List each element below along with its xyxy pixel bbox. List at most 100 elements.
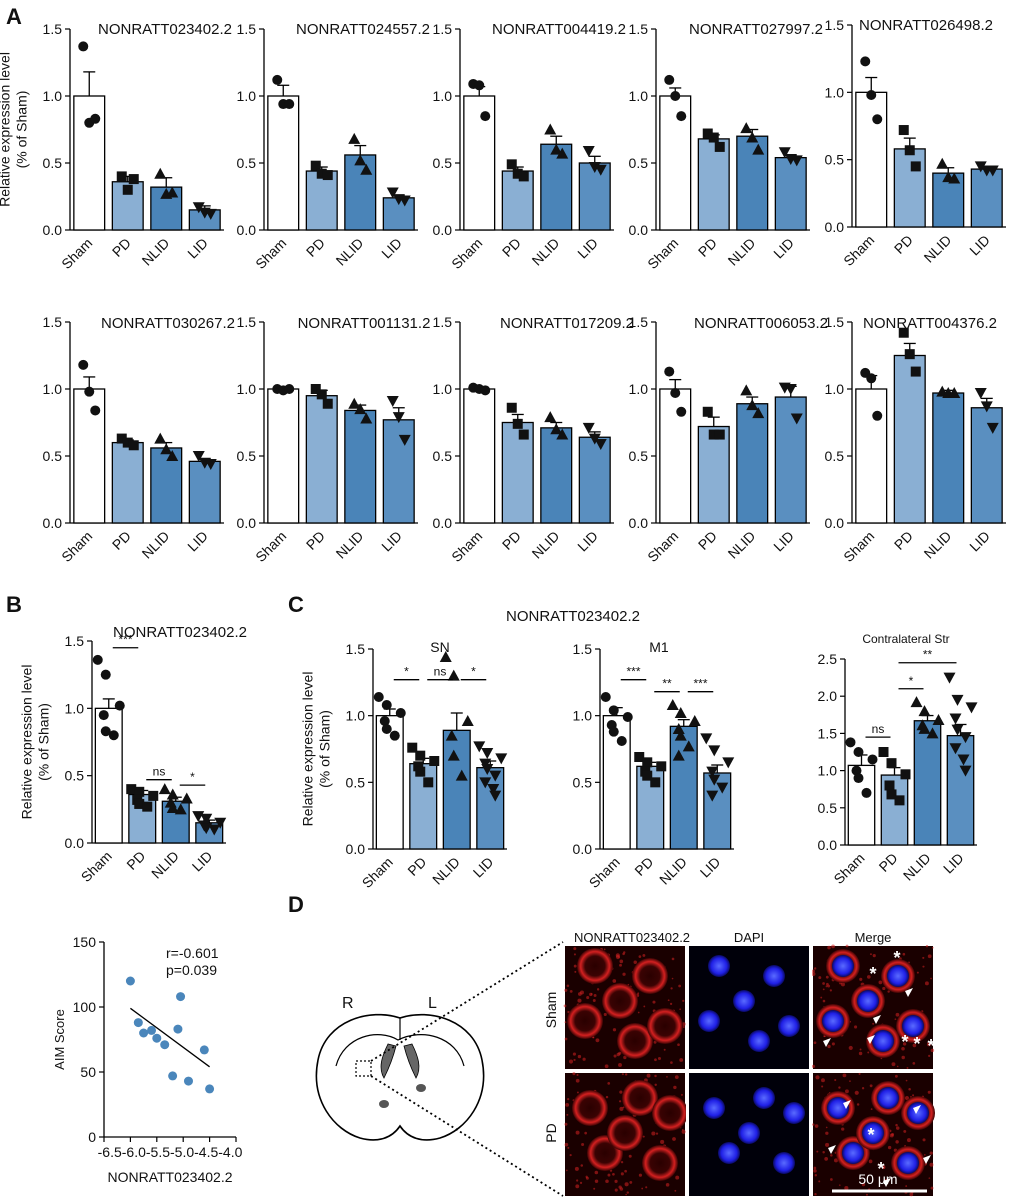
data-point-square xyxy=(413,761,424,772)
bar-nlid xyxy=(913,720,942,846)
data-point-triangle xyxy=(926,727,939,739)
chart-a7: 0.0 0.5 1.0 1.5 NONRATT001131.2 Sham PD NLID LID xyxy=(237,314,431,565)
data-point-square xyxy=(708,429,719,440)
red-speckle xyxy=(678,984,681,988)
nucleus xyxy=(872,1030,894,1052)
panel-c-title: NONRATT023402.2 xyxy=(506,608,640,625)
data-point-triangle-down xyxy=(481,764,494,775)
data-point-circle xyxy=(676,406,687,417)
bar-pd xyxy=(893,148,926,228)
red-speckle xyxy=(666,1075,668,1078)
data-point-circle xyxy=(389,730,400,741)
nucleus xyxy=(907,1102,929,1124)
red-speckle xyxy=(895,1123,898,1127)
red-speckle xyxy=(565,1102,570,1107)
bar-sham xyxy=(267,388,300,524)
y-tick-label: 2.5 xyxy=(818,651,838,667)
red-speckle xyxy=(567,1097,570,1101)
data-point-circle xyxy=(90,405,101,416)
scatter-point xyxy=(147,1025,157,1035)
y-tick-label: 0.0 xyxy=(65,835,85,851)
red-speckle xyxy=(564,1021,567,1024)
nucleus xyxy=(877,1087,899,1109)
red-speckle xyxy=(870,1108,873,1110)
data-point-circle xyxy=(90,113,101,124)
red-speckle xyxy=(916,971,919,974)
data-point-triangle xyxy=(752,143,765,155)
data-point-circle xyxy=(866,373,877,384)
y-tick-label: 0.5 xyxy=(433,155,453,171)
data-point-triangle xyxy=(461,715,474,726)
red-speckle xyxy=(821,1085,824,1088)
red-speckle xyxy=(593,993,597,997)
data-point-triangle-down xyxy=(706,766,719,778)
data-point-triangle-down xyxy=(489,770,502,782)
data-point-square xyxy=(423,777,434,788)
red-speckle xyxy=(566,984,570,988)
red-speckle xyxy=(651,1131,656,1136)
regression-line xyxy=(130,1007,210,1068)
data-point-triangle-down xyxy=(778,147,791,159)
y-tick-label: 1.0 xyxy=(433,88,453,104)
data-point-triangle xyxy=(752,407,765,419)
red-speckle xyxy=(564,1122,568,1126)
x-tick-label: PD xyxy=(891,232,916,257)
data-point-circle xyxy=(853,747,864,757)
data-point-square xyxy=(518,429,529,440)
red-speckle xyxy=(619,1106,624,1111)
red-speckle xyxy=(865,1193,868,1196)
red-speckle xyxy=(603,1012,607,1016)
red-speckle xyxy=(622,952,625,956)
red-speckle xyxy=(674,1189,677,1192)
col-header-nonratt: NONRATT023402.2 xyxy=(574,930,690,945)
y-tick-label: 0.5 xyxy=(629,448,649,464)
significance-label: * xyxy=(190,770,195,784)
significance-label: ** xyxy=(923,648,933,662)
data-point-circle xyxy=(114,700,125,711)
data-point-circle xyxy=(853,773,864,784)
data-point-square xyxy=(415,750,426,761)
red-cell xyxy=(607,1115,643,1151)
data-point-triangle-down xyxy=(214,817,227,829)
red-speckle xyxy=(833,1158,838,1163)
data-point-triangle xyxy=(918,722,931,734)
red-speckle xyxy=(922,965,925,968)
data-point-square xyxy=(122,437,133,448)
significance-label: * xyxy=(471,665,476,679)
chart-c3: 0.0 0.5 1.0 1.5 2.0 2.5 Contralateral Str Sham P… xyxy=(818,632,978,887)
data-point-square xyxy=(910,161,921,172)
data-point-triangle-down xyxy=(700,733,713,745)
data-point-triangle xyxy=(154,432,167,444)
red-speckle xyxy=(623,1055,627,1060)
data-point-circle xyxy=(872,410,883,421)
red-speckle xyxy=(825,1142,830,1147)
chart-a4: 0.0 0.5 1.0 1.5 NONRATT027997.2 Sham PD NLID LID xyxy=(629,21,823,272)
chart-title: NONRATT023402.2 xyxy=(113,624,247,641)
chart-a1: 0.0 0.5 1.0 1.5 NONRATT023402.2 Relative expr… xyxy=(0,21,232,272)
data-point-triangle-down xyxy=(959,765,972,777)
data-point-square xyxy=(116,171,127,182)
x-axis-label: NONRATT023402.2 xyxy=(107,1169,232,1185)
red-speckle xyxy=(844,1186,849,1191)
red-speckle xyxy=(926,1042,931,1047)
data-point-circle xyxy=(272,74,283,85)
red-speckle xyxy=(813,1169,817,1173)
red-speckle xyxy=(573,953,576,956)
red-speckle xyxy=(679,1058,684,1062)
y-tick-label: 1.5 xyxy=(573,641,593,657)
y-tick-label: 1.5 xyxy=(237,314,257,330)
red-speckle xyxy=(909,1192,914,1197)
data-point-square xyxy=(650,777,661,788)
data-point-triangle xyxy=(682,740,695,752)
red-cell xyxy=(567,1003,603,1039)
red-speckle xyxy=(674,1075,679,1080)
data-point-square xyxy=(910,366,921,377)
bar-nlid xyxy=(344,409,377,524)
bar-nlid xyxy=(669,725,698,850)
red-speckle xyxy=(605,1179,609,1184)
data-point-circle xyxy=(100,669,111,680)
data-point-circle xyxy=(480,385,491,396)
data-point-circle xyxy=(98,710,109,721)
red-speckle xyxy=(619,959,624,964)
bar-lid xyxy=(970,407,1003,524)
